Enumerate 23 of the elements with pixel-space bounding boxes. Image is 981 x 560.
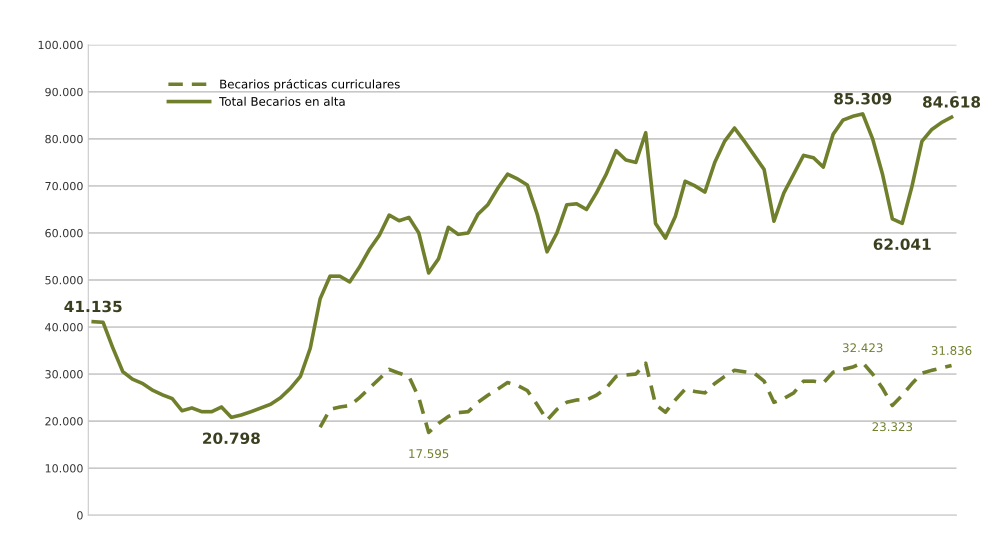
data-label: 32.423 — [842, 343, 882, 352]
data-label: 85.309 — [834, 92, 892, 104]
line-series — [318, 360, 954, 434]
legend-label: Becarios prácticas curriculares — [220, 78, 400, 91]
y-tick-label: 0 — [77, 511, 83, 520]
data-label: 41.135 — [64, 300, 122, 312]
data-label: 17.595 — [409, 449, 448, 458]
y-tick-label: 100.000 — [38, 40, 83, 50]
y-tick-label: 90.000 — [45, 88, 83, 96]
y-tick-label: 30.000 — [45, 370, 83, 378]
data-label: 31.836 — [932, 346, 972, 355]
y-tick-label: 40.000 — [45, 323, 83, 332]
y-tick-label: 80.000 — [45, 134, 83, 144]
y-tick-label: 70.000 — [45, 182, 83, 190]
legend-label: Total Becarios en alta — [219, 96, 345, 106]
data-label: 84.618 — [923, 96, 980, 108]
data-label: 62.041 — [874, 238, 931, 250]
y-tick-label: 20.000 — [45, 417, 83, 426]
data-label: 23.323 — [872, 422, 912, 432]
y-tick-label: 10.000 — [46, 464, 83, 473]
y-tick-label: 60.000 — [45, 228, 83, 238]
y-tick-label: 50.000 — [45, 276, 83, 284]
data-label: 20.798 — [203, 432, 260, 444]
